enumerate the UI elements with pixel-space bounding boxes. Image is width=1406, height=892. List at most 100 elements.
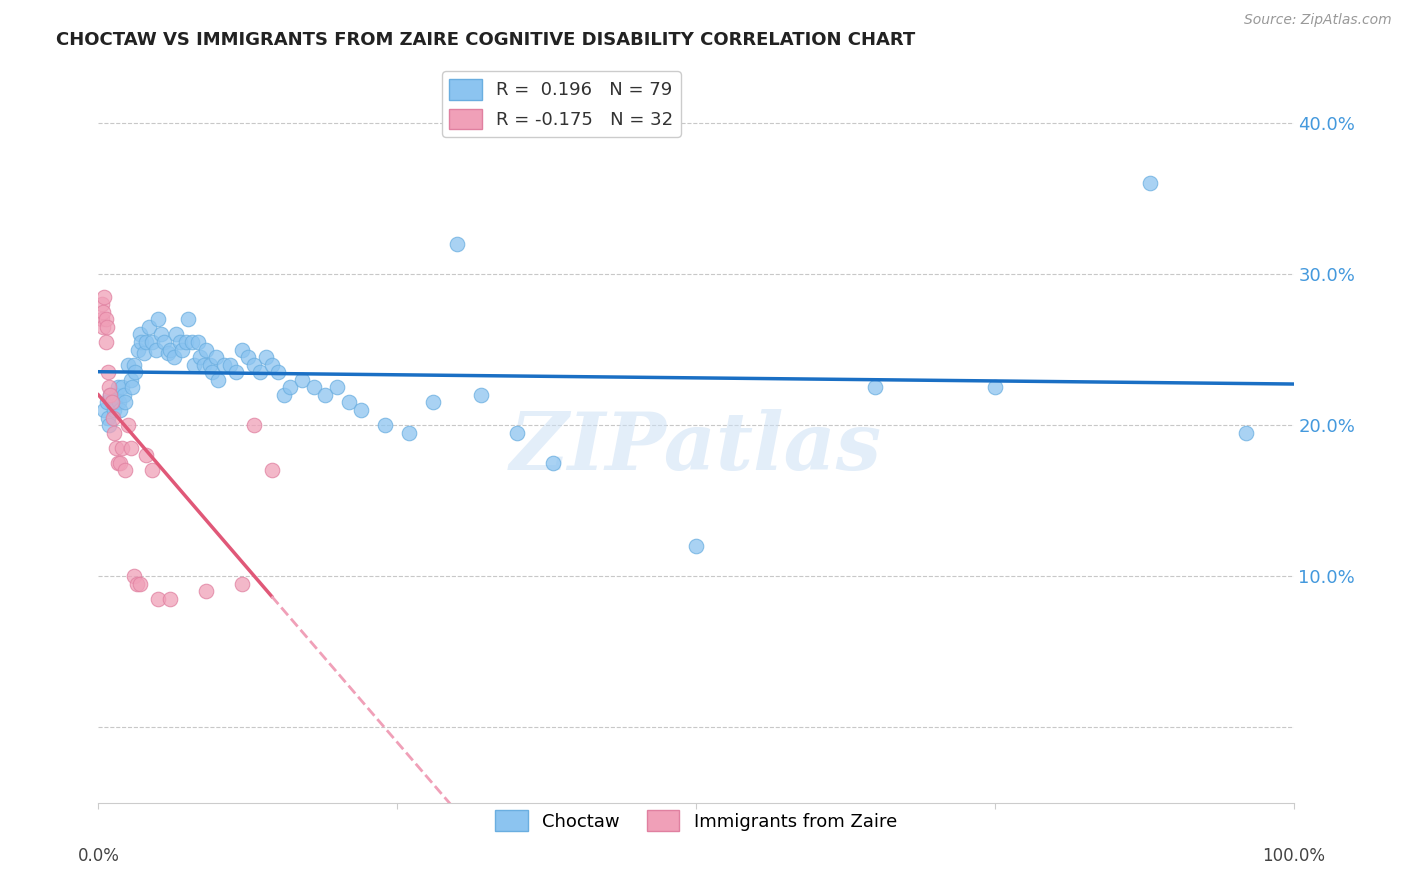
Point <box>107 395 129 409</box>
Point <box>124 569 146 583</box>
Point <box>165 327 187 342</box>
Point <box>267 365 290 379</box>
Point <box>422 395 444 409</box>
Point <box>132 345 155 359</box>
Point <box>107 380 129 394</box>
Point <box>231 576 253 591</box>
Point <box>108 403 131 417</box>
Point <box>91 304 114 318</box>
Point <box>249 365 271 379</box>
Point <box>98 380 121 394</box>
Point <box>159 343 181 357</box>
Point <box>207 373 229 387</box>
Point <box>187 334 209 349</box>
Point <box>124 358 146 372</box>
Point <box>541 456 564 470</box>
Point <box>148 312 170 326</box>
Point <box>149 327 172 342</box>
Point <box>243 358 266 372</box>
Legend: Choctaw, Immigrants from Zaire: Choctaw, Immigrants from Zaire <box>488 803 904 838</box>
Point <box>101 395 124 409</box>
Point <box>91 297 114 311</box>
Point <box>98 388 122 402</box>
Point <box>1234 425 1257 440</box>
Point <box>120 373 142 387</box>
Point <box>135 448 157 462</box>
Point <box>865 380 887 394</box>
Point <box>114 395 136 409</box>
Point <box>374 418 396 433</box>
Point <box>273 388 295 402</box>
Point <box>108 456 131 470</box>
Point <box>236 350 259 364</box>
Point <box>148 591 170 606</box>
Point <box>93 290 115 304</box>
Point <box>339 395 361 409</box>
Point <box>96 395 118 409</box>
Point <box>93 403 115 417</box>
Point <box>97 410 120 425</box>
Point <box>153 334 176 349</box>
Point <box>105 388 128 402</box>
Point <box>125 576 148 591</box>
Text: Source: ZipAtlas.com: Source: ZipAtlas.com <box>1244 13 1392 28</box>
Point <box>163 350 186 364</box>
Point <box>138 319 160 334</box>
Point <box>91 319 114 334</box>
Point <box>96 319 118 334</box>
Point <box>129 327 152 342</box>
Point <box>193 358 215 372</box>
Point <box>195 584 218 599</box>
Point <box>302 380 325 394</box>
Point <box>129 576 152 591</box>
Point <box>177 312 200 326</box>
Point <box>470 388 492 402</box>
Point <box>145 343 167 357</box>
Point <box>174 334 197 349</box>
Point <box>124 365 146 379</box>
Point <box>141 334 163 349</box>
Point <box>127 343 149 357</box>
Point <box>117 418 139 433</box>
Point <box>117 358 139 372</box>
Text: ZIPatlas: ZIPatlas <box>510 409 882 486</box>
Point <box>278 380 301 394</box>
Point <box>219 358 242 372</box>
Point <box>94 334 117 349</box>
Text: CHOCTAW VS IMMIGRANTS FROM ZAIRE COGNITIVE DISABILITY CORRELATION CHART: CHOCTAW VS IMMIGRANTS FROM ZAIRE COGNITI… <box>56 31 915 49</box>
Point <box>111 441 134 455</box>
Point <box>195 343 218 357</box>
Point <box>326 380 349 394</box>
Point <box>350 403 373 417</box>
Point <box>685 539 707 553</box>
Text: 0.0%: 0.0% <box>77 847 120 865</box>
Point <box>114 463 136 477</box>
Point <box>98 418 121 433</box>
Point <box>188 350 211 364</box>
Point <box>315 388 337 402</box>
Point <box>198 358 221 372</box>
Point <box>104 395 127 409</box>
Point <box>103 425 125 440</box>
Point <box>112 388 135 402</box>
Point <box>180 334 202 349</box>
Point <box>260 358 283 372</box>
Point <box>243 418 266 433</box>
Point <box>201 365 224 379</box>
Point <box>254 350 277 364</box>
Point <box>103 403 125 417</box>
Point <box>204 350 226 364</box>
Point <box>159 591 181 606</box>
Point <box>107 456 129 470</box>
Point <box>91 312 114 326</box>
Text: 100.0%: 100.0% <box>1263 847 1324 865</box>
Point <box>169 334 191 349</box>
Point <box>1139 177 1161 191</box>
Point <box>98 388 122 402</box>
Point <box>121 380 143 394</box>
Point <box>131 334 153 349</box>
Point <box>260 463 283 477</box>
Point <box>231 343 253 357</box>
Point <box>172 343 194 357</box>
Point <box>100 395 122 409</box>
